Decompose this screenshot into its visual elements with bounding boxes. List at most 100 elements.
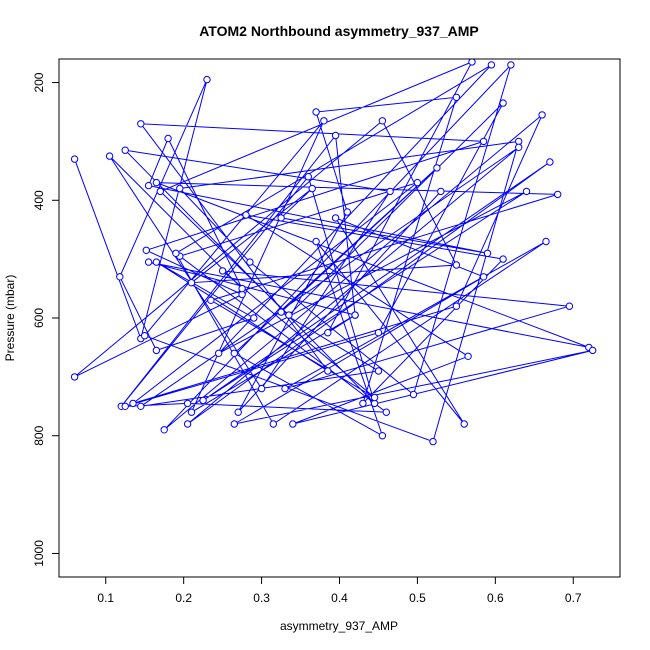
data-point [129,399,137,408]
data-point [207,296,215,304]
data-point [176,184,184,193]
data-point [351,311,359,319]
data-point [433,164,441,172]
data-point [289,420,297,428]
data-point [164,134,172,143]
data-point [234,408,242,416]
data-point [70,373,79,381]
data-point [183,420,192,428]
data-point [589,346,597,355]
data-point [121,146,129,154]
data-point [144,258,153,266]
data-point [382,408,390,416]
data-point [515,143,523,152]
x-tick-label: 0.4 [331,591,348,605]
y-tick-label: 600 [32,308,46,328]
data-point [312,237,320,246]
data-point [183,399,192,408]
data-point [324,367,332,375]
data-point [452,302,461,310]
data-point [554,190,562,199]
data-point [452,93,461,102]
data-point [116,273,124,281]
data-point [483,249,492,258]
data-point [137,120,145,128]
data-point [565,302,574,310]
data-point [370,393,379,402]
data-point [156,187,165,196]
y-tick-label: 800 [32,425,46,445]
data-point [460,420,468,428]
y-tick-label: 1000 [32,540,46,567]
data-point [452,261,461,269]
data-point [172,249,180,258]
data-point [487,61,496,69]
data-point [187,408,196,416]
chart-title: ATOM2 Northbound asymmetry_937_AMP [199,23,479,39]
data-point [215,349,223,357]
data-point [105,152,114,160]
data-point [312,108,320,116]
data-point [479,273,488,281]
data-point [374,367,383,375]
data-point [507,61,515,69]
data-point [479,137,488,146]
data-point [542,237,550,246]
y-axis-label: Pressure (mbar) [3,275,17,362]
data-point [281,384,289,393]
data-point [538,111,546,119]
data-point [374,329,383,337]
x-axis-label: asymmetry_937_AMP [280,619,398,633]
data-point [152,258,161,266]
data-point [152,346,161,355]
data-point [378,117,387,125]
data-point [199,396,207,405]
data-point [238,284,246,293]
data-point [70,155,79,163]
data-point [429,437,437,446]
data-point [499,255,507,263]
data-point [343,208,351,216]
x-tick-label: 0.6 [487,591,504,605]
data-point [277,308,285,316]
data-point [437,187,445,196]
data-point [413,178,422,187]
data-point [246,258,254,266]
x-axis: 0.1 0.2 0.3 0.4 0.5 0.6 0.7 [97,576,582,605]
data-point [522,187,531,196]
data-point [304,173,312,181]
data-point [137,402,145,410]
data-point [250,314,258,322]
x-tick-label: 0.3 [253,591,270,605]
data-point [218,267,227,275]
data-point [464,352,472,360]
data-point [230,349,239,357]
plot-area [70,59,597,446]
data-point [409,390,418,399]
data-point [257,384,266,393]
x-tick-label: 0.7 [565,591,582,605]
data-point [141,332,149,340]
x-tick-label: 0.1 [97,591,114,605]
data-point [468,59,476,66]
data-point [331,131,340,140]
y-axis: 200 400 600 800 1000 [32,72,60,567]
data-point [144,181,153,190]
data-point [152,178,161,187]
data-point [160,426,168,434]
data-point [203,75,211,84]
data-point [121,402,129,410]
data-point [359,399,367,408]
data-point [499,99,507,107]
data-point [308,184,316,193]
y-tick-label: 200 [32,72,46,92]
x-tick-label: 0.2 [175,591,192,605]
data-point [546,158,554,166]
x-tick-label: 0.5 [409,591,426,605]
data-point [242,211,250,219]
data-point [378,432,387,440]
data-point [230,420,239,428]
data-point [285,311,293,319]
data-point [187,279,196,287]
